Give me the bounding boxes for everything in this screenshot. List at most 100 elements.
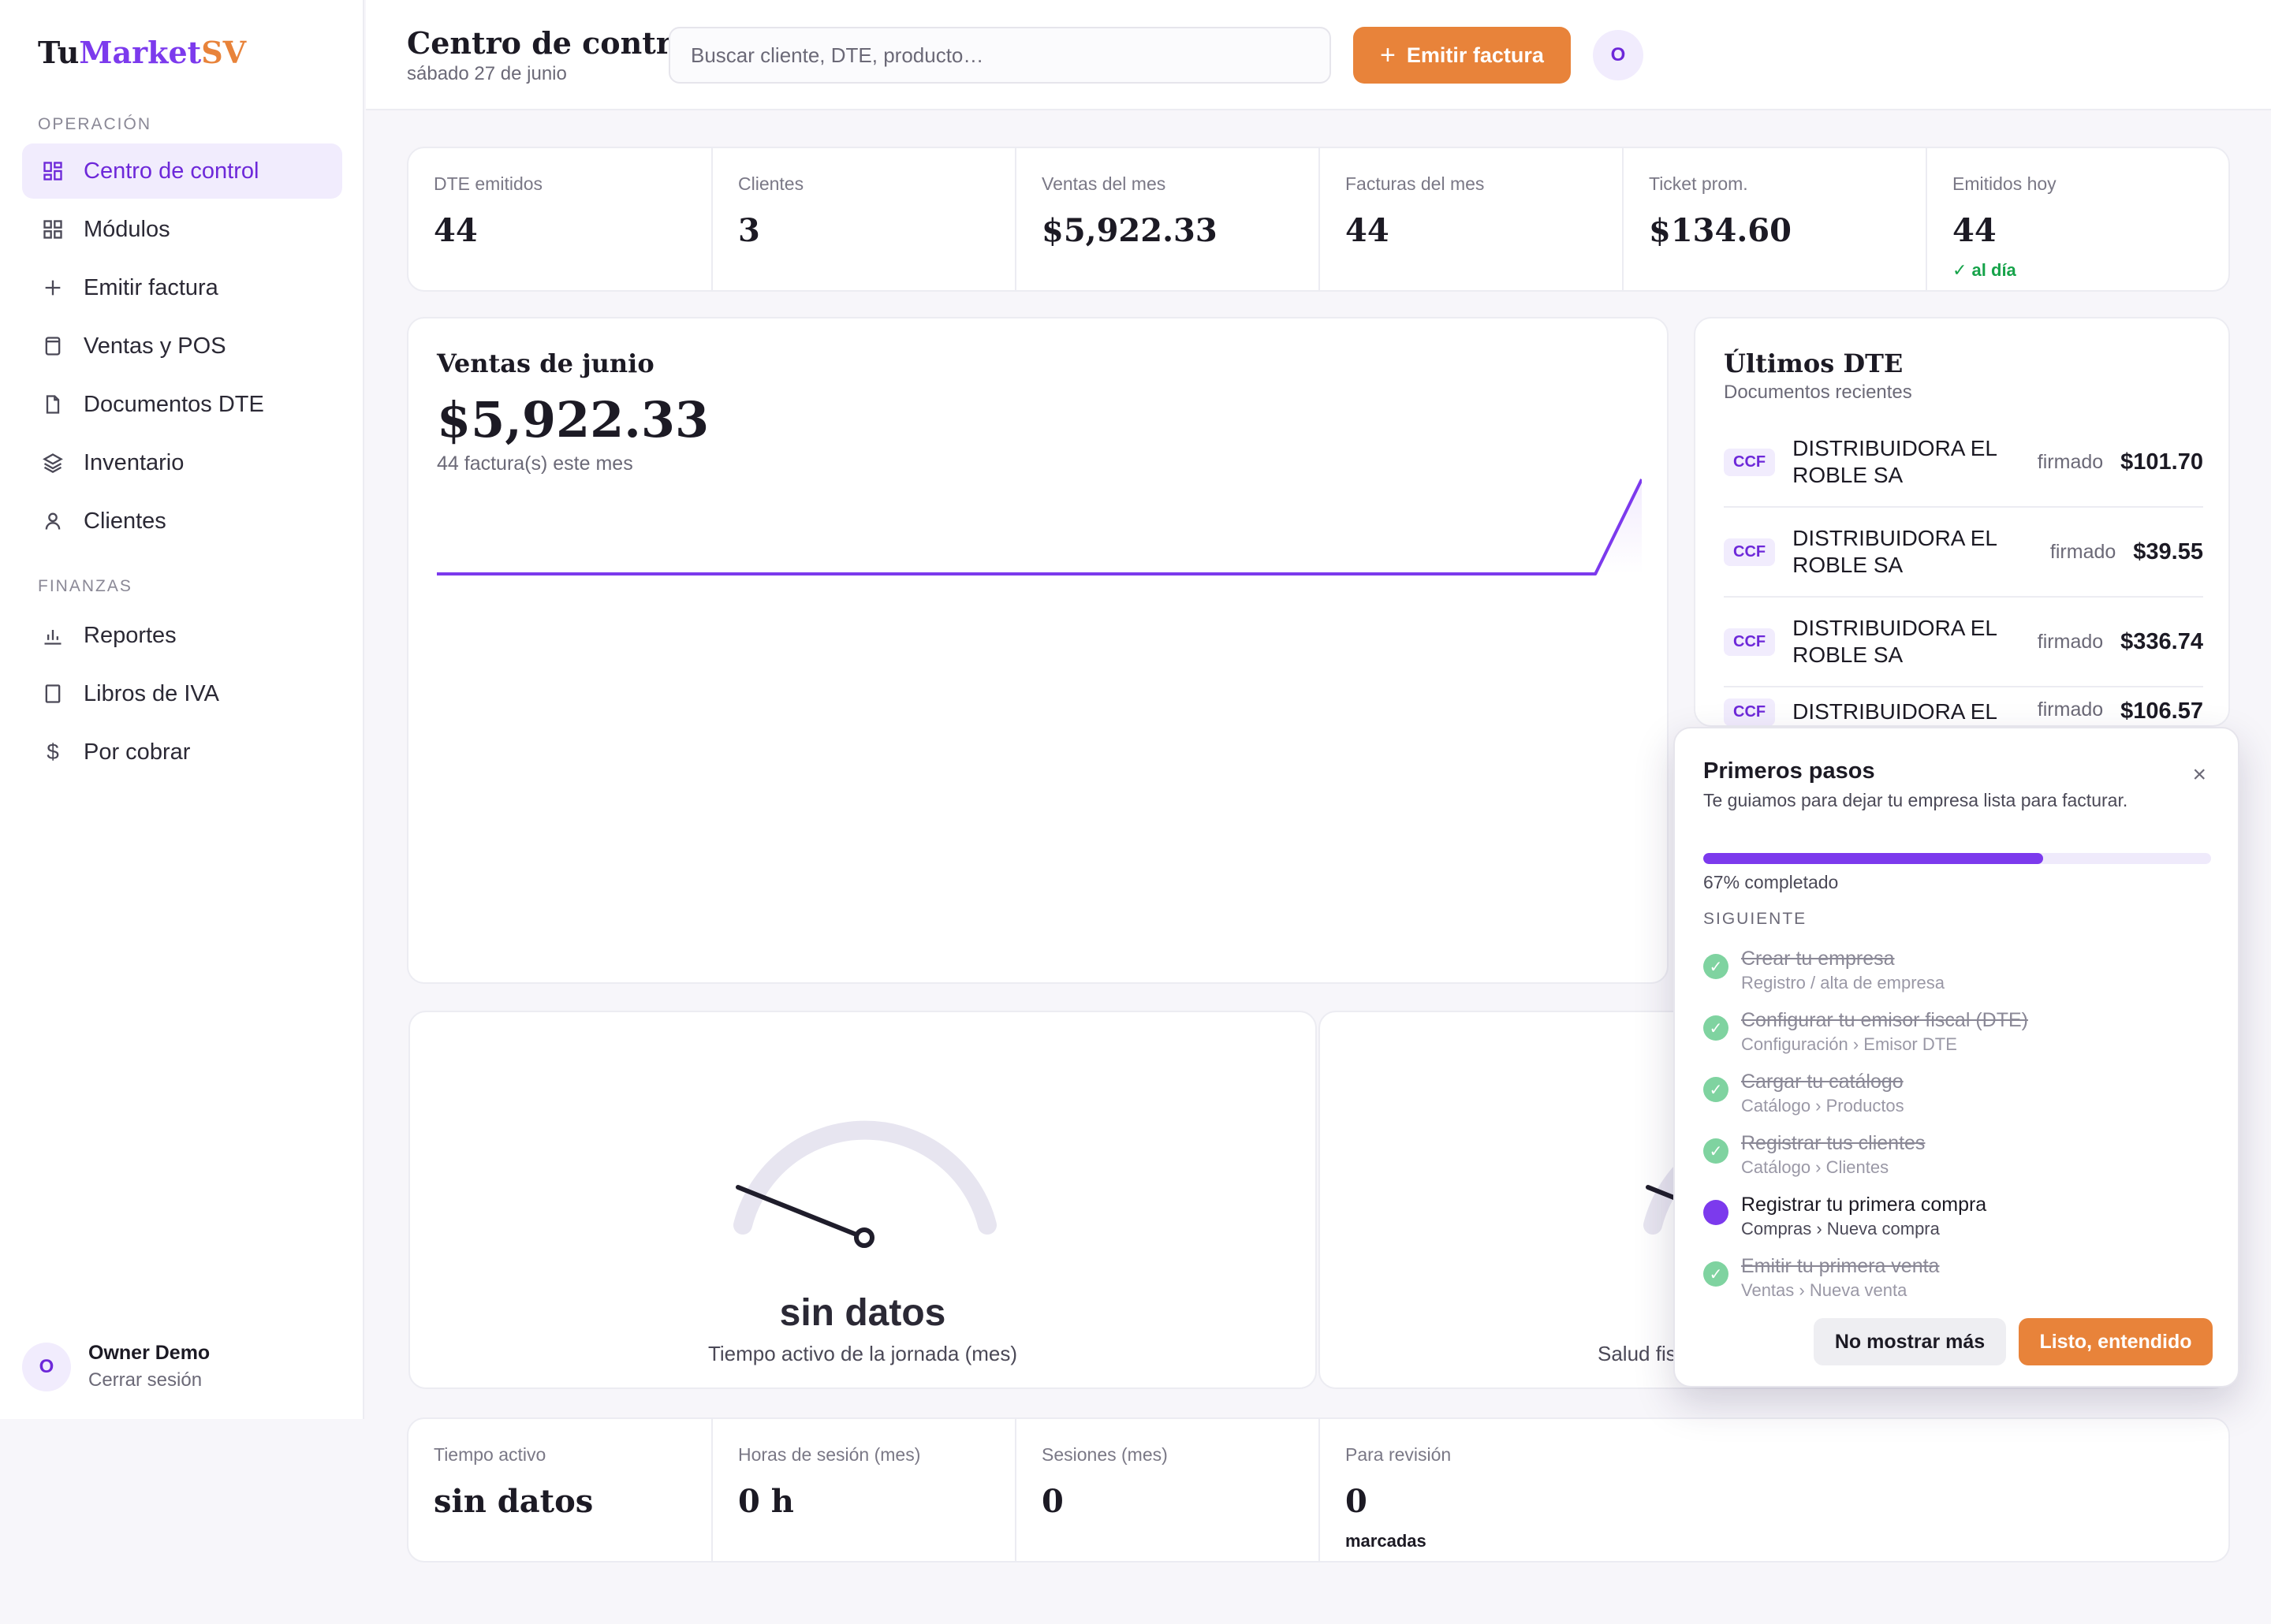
dismiss-onboarding-button[interactable]: No mostrar más <box>1814 1318 2006 1365</box>
accept-onboarding-button[interactable]: Listo, entendido <box>2019 1318 2213 1365</box>
user-profile[interactable]: O Owner Demo Cerrar sesión <box>22 1342 210 1391</box>
header-avatar[interactable]: O <box>1593 30 1643 80</box>
onboarding-step[interactable]: ✓ Configurar tu emisor fiscal (DTE) Conf… <box>1703 1008 2208 1063</box>
nav-section-operacion: OPERACIÓN <box>38 115 152 133</box>
gauge-card-tiempo-activo: sin datos Tiempo activo de la jornada (m… <box>408 1011 1317 1389</box>
gauge-value: sin datos <box>779 1292 946 1334</box>
page-title: Centro de control <box>407 25 703 61</box>
onboarding-step-current[interactable]: Registrar tu primera compra Compras › Nu… <box>1703 1192 2208 1247</box>
sidebar-item-label: Libros de IVA <box>84 680 219 706</box>
sidebar-item-centro-de-control[interactable]: Centro de control <box>22 143 342 199</box>
onboarding-step[interactable]: ✓ Emitir tu primera venta Ventas › Nueva… <box>1703 1253 2208 1309</box>
dte-status: firmado <box>2037 450 2104 473</box>
dte-row[interactable]: CCF DISTRIBUIDORA EL ROBLE SA firmado $3… <box>1724 598 2203 687</box>
sidebar-item-inventario[interactable]: Inventario <box>22 435 342 490</box>
status-badge: ✓ al día <box>1952 260 2016 280</box>
user-icon <box>41 509 65 533</box>
top-header: Centro de control sábado 27 de junio + E… <box>366 0 2271 110</box>
sidebar-item-ventas-pos[interactable]: Ventas y POS <box>22 318 342 374</box>
latest-dte-card: Últimos DTE Documentos recientes CCF DIS… <box>1694 317 2230 727</box>
gauge-label: Tiempo activo de la jornada (mes) <box>707 1342 1018 1365</box>
dte-client-name: DISTRIBUIDORA EL ROBLE SA <box>1792 616 1997 667</box>
dte-amount: $39.55 <box>2133 538 2203 564</box>
stats-card: DTE emitidos 44 Clientes 3 Ventas del me… <box>407 147 2230 292</box>
stat-ticket-prom: Ticket prom. $134.60 <box>1624 148 1927 290</box>
check-icon: ✓ <box>1703 1138 1728 1164</box>
stat-emitidos-hoy: Emitidos hoy 44 ✓ al día <box>1927 148 2230 290</box>
book-icon <box>41 682 65 706</box>
plus-icon <box>41 276 65 300</box>
sidebar-item-label: Ventas y POS <box>84 333 226 359</box>
check-icon: ✓ <box>1703 1261 1728 1287</box>
layers-icon <box>41 451 65 475</box>
dte-amount: $101.70 <box>2120 449 2203 475</box>
onboarding-section: SIGUIENTE <box>1703 910 1807 928</box>
sidebar-item-libros-iva[interactable]: Libros de IVA <box>22 666 342 721</box>
sidebar-item-clientes[interactable]: Clientes <box>22 494 342 549</box>
page-date: sábado 27 de junio <box>407 63 567 84</box>
brand-logo[interactable]: TuMarketSV <box>38 35 247 70</box>
gauge-track <box>733 1120 997 1235</box>
sidebar-item-label: Inventario <box>84 449 185 475</box>
logout-link[interactable]: Cerrar sesión <box>88 1369 203 1391</box>
stat-para-revision: Para revisión 0 marcadas <box>1345 1444 1452 1551</box>
stat-tiempo-activo: Tiempo activo sin datos <box>408 1419 713 1561</box>
sidebar-item-documentos-dte[interactable]: Documentos DTE <box>22 377 342 432</box>
sidebar: TuMarketSV OPERACIÓN Centro de control M… <box>0 0 364 1419</box>
latest-dte-title: Últimos DTE <box>1724 348 1904 378</box>
dte-amount: $106.57 <box>2120 698 2203 724</box>
onboarding-step[interactable]: ✓ Crear tu empresa Registro / alta de em… <box>1703 946 2208 1001</box>
dte-row[interactable]: CCF DISTRIBUIDORA EL firmado $106.57 <box>1724 687 2203 725</box>
check-icon: ✓ <box>1703 954 1728 979</box>
search-input[interactable] <box>669 27 1331 84</box>
dte-type-badge: CCF <box>1724 448 1776 476</box>
dte-client-name: DISTRIBUIDORA EL ROBLE SA <box>1792 526 1997 577</box>
emit-invoice-button[interactable]: + Emitir factura <box>1353 27 1571 84</box>
stat-clientes: Clientes 3 <box>713 148 1016 290</box>
sidebar-item-label: Clientes <box>84 508 166 534</box>
dte-type-badge: CCF <box>1724 628 1776 656</box>
chart-subtitle: 44 factura(s) este mes <box>437 453 633 475</box>
dte-row[interactable]: CCF DISTRIBUIDORA EL ROBLE SA firmado $1… <box>1724 418 2203 508</box>
stat-facturas-mes: Facturas del mes 44 <box>1320 148 1624 290</box>
stat-horas-sesion: Horas de sesión (mes) 0 h <box>713 1419 1016 1561</box>
dte-status: firmado <box>2049 540 2116 563</box>
sidebar-item-label: Emitir factura <box>84 274 218 300</box>
onboarding-progress-bar <box>1703 853 2211 864</box>
dte-type-badge: CCF <box>1724 698 1776 725</box>
sidebar-item-label: Centro de control <box>84 158 259 184</box>
plus-icon: + <box>1380 39 1396 70</box>
sales-line-chart <box>437 479 1642 575</box>
close-icon[interactable]: × <box>2192 762 2206 788</box>
stat-dte-emitidos: DTE emitidos 44 <box>408 148 713 290</box>
dte-type-badge: CCF <box>1724 538 1776 566</box>
dte-status: firmado <box>2037 698 2104 721</box>
bottom-stats-card: Tiempo activo sin datos Horas de sesión … <box>407 1417 2230 1563</box>
bar-chart-icon <box>41 624 65 647</box>
onboarding-description: Te guiamos para dejar tu empresa lista p… <box>1703 790 2128 810</box>
avatar: O <box>22 1342 71 1391</box>
sales-line <box>437 479 1642 575</box>
sidebar-item-por-cobrar[interactable]: $ Por cobrar <box>22 724 342 780</box>
check-icon: ✓ <box>1703 1015 1728 1041</box>
dte-client-name: DISTRIBUIDORA EL <box>1792 699 1997 724</box>
sidebar-item-modulos[interactable]: Módulos <box>22 202 342 257</box>
stat-sesiones: Sesiones (mes) 0 <box>1016 1419 1320 1561</box>
onboarding-title: Primeros pasos <box>1703 758 1875 784</box>
sidebar-item-reportes[interactable]: Reportes <box>22 608 342 663</box>
dashboard-icon <box>41 159 65 183</box>
onboarding-step[interactable]: ✓ Cargar tu catálogo Catálogo › Producto… <box>1703 1069 2208 1124</box>
receipt-icon <box>41 334 65 358</box>
gauge-pivot <box>854 1227 874 1248</box>
onboarding-step[interactable]: ✓ Registrar tus clientes Catálogo › Clie… <box>1703 1130 2208 1186</box>
sidebar-item-emitir-factura[interactable]: Emitir factura <box>22 260 342 315</box>
gauge-label: Salud fis <box>1598 1342 1676 1365</box>
chart-title: Ventas de junio <box>437 348 654 378</box>
dte-amount: $336.74 <box>2120 628 2203 654</box>
dollar-icon: $ <box>47 739 59 764</box>
onboarding-popover: Primeros pasos × Te guiamos para dejar t… <box>1673 727 2239 1387</box>
stat-ventas-mes: Ventas del mes $5,922.33 <box>1016 148 1320 290</box>
gauge-dial <box>733 1120 997 1248</box>
chart-total: $5,922.33 <box>437 391 710 449</box>
dte-row[interactable]: CCF DISTRIBUIDORA EL ROBLE SA firmado $3… <box>1724 508 2203 598</box>
